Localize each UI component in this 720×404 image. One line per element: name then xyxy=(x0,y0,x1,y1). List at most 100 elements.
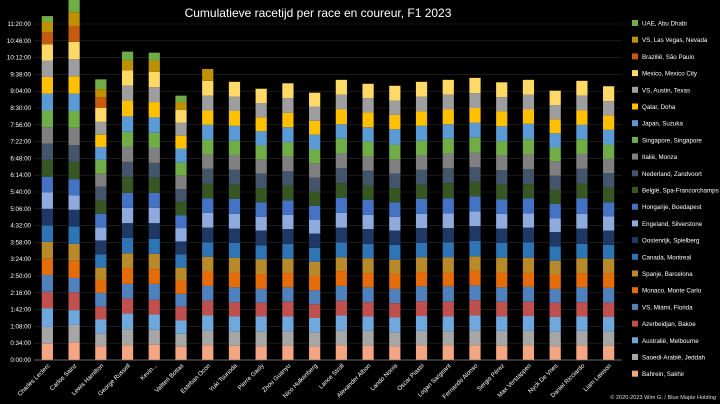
bar-segment xyxy=(549,288,561,303)
bar-segment xyxy=(603,115,615,130)
bar-segment xyxy=(603,345,615,360)
bar-segment xyxy=(496,170,508,185)
bar-segment xyxy=(121,100,134,117)
bar-segment xyxy=(228,169,241,185)
bar-segment xyxy=(362,214,374,230)
bar-segment xyxy=(603,317,615,332)
bar-segment xyxy=(121,313,134,330)
bar-segment xyxy=(389,230,401,245)
bar-segment xyxy=(576,287,588,303)
bar-segment xyxy=(469,196,481,212)
bar-segment xyxy=(202,154,214,169)
bar-segment xyxy=(175,267,187,281)
bar-segment xyxy=(362,287,374,303)
bar-segment xyxy=(282,171,294,186)
bar-segment xyxy=(522,242,535,258)
bar-segment xyxy=(362,330,374,346)
bar-segment xyxy=(68,25,80,42)
bar-segment xyxy=(603,187,615,203)
bar-segment xyxy=(442,228,454,243)
bar-segment xyxy=(415,242,428,258)
bar-segment xyxy=(175,215,187,229)
bar-segment xyxy=(68,292,80,311)
bar-segment xyxy=(549,105,561,120)
legend-label: Nederland, Zandvoort xyxy=(642,171,702,178)
bar-segment xyxy=(148,60,160,72)
bar-segment xyxy=(576,316,588,331)
bar-segment xyxy=(175,109,187,123)
bar-segment xyxy=(549,331,561,347)
bar-segment xyxy=(68,226,80,244)
bar-segment xyxy=(282,258,294,274)
bar-segment xyxy=(68,41,80,60)
legend-label: Bahrein, Sakhir xyxy=(642,371,684,378)
bar-segment xyxy=(603,129,615,145)
bar-segment xyxy=(95,121,107,135)
legend-label: Japan, Suzuka xyxy=(642,121,683,128)
legend-label: VS, Miami, Florida xyxy=(642,304,693,311)
y-tick-label: 1:42:00 xyxy=(10,307,31,314)
bar-segment xyxy=(121,60,134,71)
legend-swatch xyxy=(632,337,638,344)
bar-segment xyxy=(415,316,428,331)
y-tick-label: 9:04:00 xyxy=(10,88,31,95)
legend-label: Italië, Monza xyxy=(642,154,678,161)
bars-layer xyxy=(41,0,615,360)
x-tick-label: Lance Stroll xyxy=(318,362,346,390)
bar-segment xyxy=(496,184,508,200)
bar-segment xyxy=(522,345,535,360)
bar-segment xyxy=(175,333,187,347)
bar-segment xyxy=(282,142,294,157)
bar-segment xyxy=(95,89,107,98)
bar-segment xyxy=(549,147,561,162)
bar-segment xyxy=(603,173,615,188)
bar-segment xyxy=(603,287,615,303)
bar-segment xyxy=(549,161,561,176)
bar-segment xyxy=(549,346,561,360)
bar-segment xyxy=(362,185,374,200)
bar-segment xyxy=(228,272,241,288)
bar-segment xyxy=(549,260,561,275)
bar-segment xyxy=(95,267,107,280)
bar-segment xyxy=(68,76,80,94)
bar-segment xyxy=(282,185,294,201)
y-tick-label: 11:20:00 xyxy=(7,21,31,28)
bar-segment xyxy=(522,272,535,287)
bar-segment xyxy=(95,134,107,148)
bar-segment xyxy=(228,302,241,317)
bar-segment xyxy=(415,96,428,112)
bar-segment xyxy=(335,109,347,125)
bar-segment xyxy=(335,212,347,228)
bar-segment xyxy=(68,195,80,210)
bar-segment xyxy=(41,76,53,94)
bar-segment xyxy=(522,257,535,273)
bar-segment xyxy=(496,316,508,331)
bar-segment xyxy=(95,319,107,334)
legend-label: Spanje, Barcelona xyxy=(642,271,693,278)
bar-segment xyxy=(442,138,454,154)
bar-segment xyxy=(68,209,80,227)
bar-segment xyxy=(603,230,615,245)
bar-segment xyxy=(469,256,481,271)
bar-segment xyxy=(41,110,53,128)
bar-segment xyxy=(496,287,508,302)
bar-segment xyxy=(121,70,134,86)
bar-segment xyxy=(68,277,80,293)
y-tick-label: 3:58:00 xyxy=(10,239,31,246)
legend: UAE, Abu Dhabi VS, Las Vegas, Nevada Brazi… xyxy=(632,20,719,378)
bar-segment xyxy=(576,168,588,184)
bar-segment xyxy=(175,320,187,334)
legend-label: Oostenrijk, Spielberg xyxy=(642,238,700,245)
bar-segment xyxy=(175,189,187,202)
y-tick-label: 9:38:00 xyxy=(10,71,31,78)
bar-segment xyxy=(175,102,187,110)
bar-segment xyxy=(576,330,588,346)
legend-swatch xyxy=(632,203,638,210)
bar-segment xyxy=(41,93,53,111)
bar-segment xyxy=(309,219,321,234)
x-tick-label: Lando Norris xyxy=(369,362,399,392)
y-tick-label: 5:06:00 xyxy=(10,206,31,213)
bar-segment xyxy=(148,223,160,239)
legend-swatch xyxy=(632,303,638,310)
legend-label: Qatar, Doha xyxy=(642,104,676,111)
